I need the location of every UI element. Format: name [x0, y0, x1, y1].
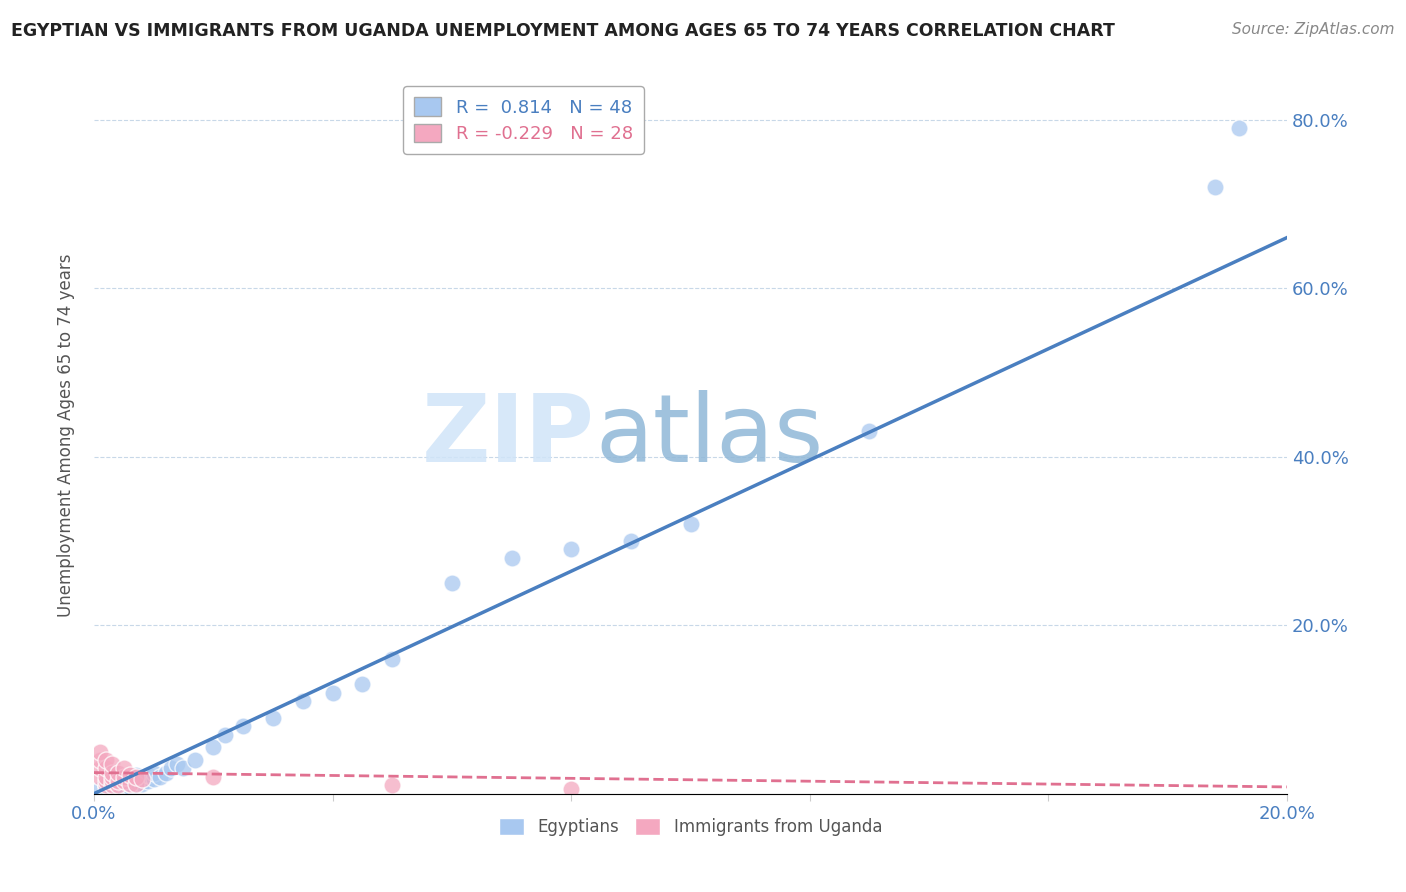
Point	[142, 765, 165, 780]
Point	[142, 772, 165, 786]
Point	[89, 782, 111, 797]
Point	[89, 770, 111, 784]
Point	[94, 761, 117, 775]
Point	[322, 685, 344, 699]
Point	[202, 740, 225, 755]
Point	[1227, 120, 1250, 135]
Point	[184, 753, 207, 767]
Point	[148, 770, 170, 784]
Point	[112, 782, 135, 797]
Point	[94, 778, 117, 792]
Point	[136, 768, 159, 782]
Point	[118, 780, 141, 794]
Point	[131, 776, 153, 790]
Point	[381, 652, 404, 666]
Point	[118, 776, 141, 790]
Point	[202, 770, 225, 784]
Point	[125, 776, 148, 790]
Point	[112, 770, 135, 784]
Point	[94, 778, 117, 792]
Point	[136, 774, 159, 789]
Point	[440, 576, 463, 591]
Point	[101, 778, 124, 792]
Point	[125, 774, 148, 789]
Point	[118, 768, 141, 782]
Point	[101, 774, 124, 789]
Point	[131, 772, 153, 786]
Point	[155, 765, 177, 780]
Point	[352, 677, 374, 691]
Point	[101, 770, 124, 784]
Point	[131, 772, 153, 786]
Point	[679, 516, 702, 531]
Point	[107, 774, 129, 789]
Point	[94, 753, 117, 767]
Point	[101, 774, 124, 789]
Point	[94, 780, 117, 794]
Point	[101, 765, 124, 780]
Text: EGYPTIAN VS IMMIGRANTS FROM UGANDA UNEMPLOYMENT AMONG AGES 65 TO 74 YEARS CORREL: EGYPTIAN VS IMMIGRANTS FROM UGANDA UNEMP…	[11, 22, 1115, 40]
Point	[381, 778, 404, 792]
Y-axis label: Unemployment Among Ages 65 to 74 years: Unemployment Among Ages 65 to 74 years	[58, 254, 75, 617]
Point	[125, 770, 148, 784]
Text: Source: ZipAtlas.com: Source: ZipAtlas.com	[1232, 22, 1395, 37]
Point	[620, 533, 643, 548]
Point	[101, 757, 124, 772]
Point	[94, 774, 117, 789]
Point	[118, 772, 141, 786]
Text: ZIP: ZIP	[422, 390, 595, 482]
Point	[107, 776, 129, 790]
Point	[501, 550, 523, 565]
Legend: R =  0.814   N = 48, R = -0.229   N = 28: R = 0.814 N = 48, R = -0.229 N = 28	[404, 87, 644, 154]
Point	[291, 694, 314, 708]
Point	[112, 761, 135, 775]
Point	[125, 778, 148, 792]
Point	[172, 761, 194, 775]
Point	[560, 542, 582, 557]
Point	[101, 782, 124, 797]
Point	[89, 745, 111, 759]
Point	[107, 770, 129, 784]
Point	[560, 782, 582, 797]
Point	[107, 780, 129, 794]
Point	[107, 765, 129, 780]
Point	[232, 719, 254, 733]
Point	[858, 425, 880, 439]
Point	[166, 757, 188, 772]
Point	[262, 711, 284, 725]
Point	[1205, 180, 1227, 194]
Point	[107, 774, 129, 789]
Point	[101, 778, 124, 792]
Point	[125, 768, 148, 782]
Point	[118, 776, 141, 790]
Point	[214, 728, 236, 742]
Point	[94, 770, 117, 784]
Point	[112, 774, 135, 789]
Point	[160, 761, 183, 775]
Point	[112, 778, 135, 792]
Text: atlas: atlas	[595, 390, 824, 482]
Point	[112, 770, 135, 784]
Point	[112, 774, 135, 789]
Point	[89, 753, 111, 767]
Point	[107, 778, 129, 792]
Point	[89, 761, 111, 775]
